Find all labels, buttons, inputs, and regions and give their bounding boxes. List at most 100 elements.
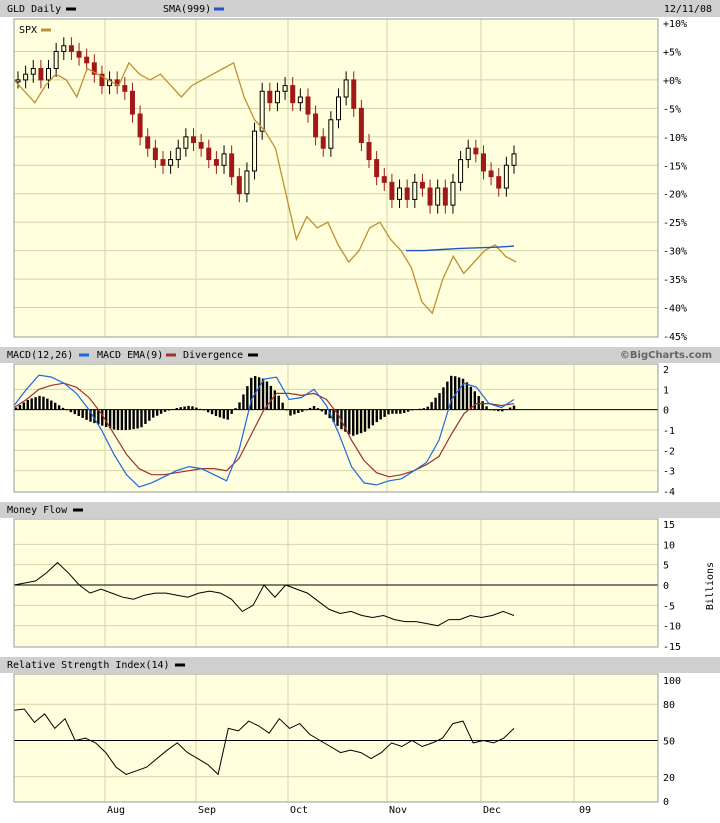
divergence-bar (26, 399, 29, 410)
price-candle (442, 187, 448, 206)
y-tick-label: -1 (663, 426, 675, 437)
divergence-bar (383, 409, 386, 417)
x-tick-label: Dec (483, 805, 501, 816)
y-tick-label: 5 (663, 561, 669, 572)
divergence-bar (512, 405, 516, 410)
divergence-bar (320, 409, 324, 412)
tick-layer: Aug Sep Oct Nov Dec 09 +10% +5% +0% -5% -10% -15% -2… (107, 19, 687, 816)
price-candle (152, 147, 158, 161)
divergence-bar (242, 394, 245, 410)
divergence-bar (332, 409, 335, 423)
price-candle (252, 130, 258, 172)
divergence-bar (81, 409, 84, 418)
y-tick-label: 0 (663, 797, 669, 808)
divergence-bar (128, 409, 131, 430)
price-candle (450, 181, 456, 206)
divergence-bar (442, 387, 445, 410)
divergence-bar (406, 409, 410, 412)
divergence-bar (395, 409, 398, 414)
y-tick-label: 50 (663, 737, 675, 748)
price-candle (412, 181, 418, 200)
macd-line (13, 374, 515, 488)
divergence-bar (195, 407, 198, 410)
price-candle (99, 73, 105, 87)
price-candle (175, 147, 181, 161)
divergence-bar (14, 407, 18, 410)
divergence-bar (297, 409, 300, 414)
divergence-bar (359, 409, 363, 434)
divergence-bar (34, 397, 37, 410)
divergence-bar (399, 409, 402, 414)
divergence-bar (77, 409, 80, 417)
y-tick-label: -4 (663, 487, 675, 498)
divergence-bar (352, 409, 355, 436)
compare-label: SPX (19, 25, 37, 36)
macd-frame (13, 363, 659, 493)
rsi-line (13, 708, 515, 776)
macd-ema-line (13, 382, 515, 478)
moneyflow-plot-area (14, 519, 658, 647)
divergence-bar (501, 409, 504, 412)
price-candle (488, 170, 494, 178)
y-tick-label: 1 (663, 385, 669, 396)
grid-layer (14, 19, 658, 802)
divergence-bar (324, 409, 327, 415)
divergence-bar (355, 409, 359, 435)
y-tick-label: -15% (663, 161, 687, 172)
divergence-bar (238, 402, 241, 410)
price-candle (404, 187, 410, 200)
price-candle (290, 85, 296, 104)
price-candle (30, 68, 36, 75)
x-tick-label: Oct (290, 805, 308, 816)
divergence-bar (434, 397, 437, 410)
y-tick-label: -30% (663, 247, 687, 258)
divergence-bar (54, 402, 57, 410)
y-tick-label: -35% (663, 275, 687, 286)
x-tick-label: Nov (389, 805, 407, 816)
price-candle (168, 159, 174, 166)
moneyflow-frame (13, 518, 659, 648)
price-candle (335, 96, 341, 121)
divergence-bar (210, 409, 214, 415)
price-candle (465, 147, 471, 161)
price-candle (23, 73, 29, 81)
divergence-bar (277, 395, 280, 410)
y-tick-label: +10% (663, 19, 687, 30)
divergence-bar (140, 409, 143, 428)
divergence-bar (403, 409, 406, 413)
sma-label: SMA(999) (163, 4, 211, 15)
price-frame (13, 18, 659, 338)
y-tick-label: -25% (663, 218, 687, 229)
rsi-plot-area (14, 674, 658, 802)
price-candle (305, 96, 311, 115)
divergence-bar (155, 409, 159, 416)
divergence-bar (363, 409, 367, 432)
divergence-bar (116, 409, 120, 430)
y-tick-label: -5% (663, 104, 681, 115)
price-candle (183, 136, 189, 149)
y-tick-label: -3 (663, 467, 675, 478)
watermark: ©BigCharts.com (620, 350, 712, 361)
price-candle (419, 181, 425, 189)
divergence-bar (218, 409, 222, 418)
divergence-bar (93, 409, 96, 424)
divergence-bar (42, 396, 45, 410)
divergence-bar (144, 409, 147, 424)
price-candle (351, 79, 357, 109)
rsi-frame (13, 673, 659, 803)
divergence-bar (293, 409, 296, 415)
divergence-bar (457, 377, 461, 410)
macd-header-bar (0, 347, 720, 363)
y-tick-label: 2 (663, 365, 669, 376)
divergence-bar (206, 409, 210, 413)
y-tick-label: 80 (663, 700, 675, 711)
divergence-bar (124, 409, 127, 430)
divergence-bar (112, 409, 116, 430)
price-candle (503, 164, 509, 189)
divergence-bar (308, 407, 312, 410)
price-candle (282, 85, 288, 92)
price-candle (480, 153, 486, 172)
divergence-bar (18, 405, 22, 410)
y-tick-label: 0 (663, 581, 669, 592)
divergence-bar (183, 406, 186, 410)
